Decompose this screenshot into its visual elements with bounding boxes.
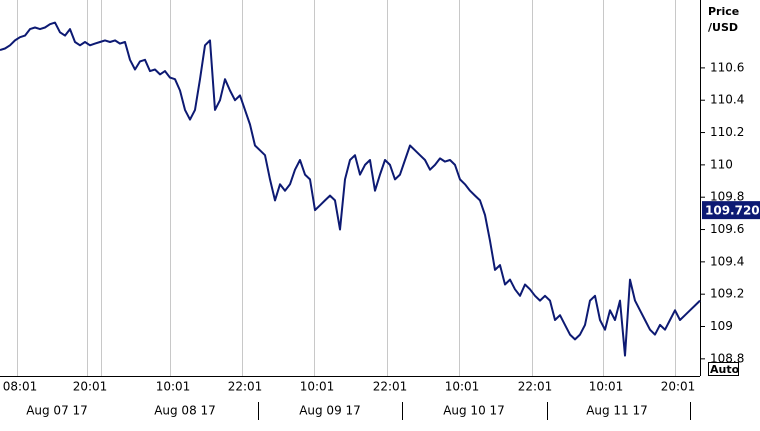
y-tick-label: 109.4: [710, 254, 744, 268]
date-label: Aug 11 17: [586, 404, 648, 418]
price-line: [0, 21, 701, 357]
time-label: 22:01: [228, 380, 263, 394]
date-label: Aug 09 17: [299, 404, 361, 418]
last-price-tag: [702, 201, 760, 220]
y-tick-label: 110: [710, 157, 733, 171]
y-tick-label: 109.8: [710, 190, 744, 204]
y-tick-label: 109.2: [710, 287, 744, 301]
last-price-label: 109.720: [705, 204, 760, 218]
date-label: Aug 07 17: [26, 404, 88, 418]
y-tick-label: 109: [710, 319, 733, 333]
time-label: 22:01: [518, 380, 553, 394]
date-label: Aug 08 17: [154, 404, 216, 418]
auto-button[interactable]: Auto: [710, 363, 740, 376]
time-label: 08:01: [3, 380, 38, 394]
time-label: 10:01: [156, 380, 191, 394]
time-label: 10:01: [589, 380, 624, 394]
y-tick-label: 110.2: [710, 125, 744, 139]
time-label: 10:01: [300, 380, 335, 394]
time-label: 20:01: [661, 380, 696, 394]
auto-button-box: [708, 362, 739, 376]
y-tick-label: 108.8: [710, 351, 744, 365]
y-tick-label: 110.4: [710, 93, 744, 107]
time-label: 22:01: [373, 380, 408, 394]
axis-title: /USD: [708, 21, 738, 34]
time-label: 10:01: [445, 380, 480, 394]
date-label: Aug 10 17: [443, 404, 505, 418]
y-tick-label: 110.6: [710, 60, 744, 74]
axis-title: Price: [708, 5, 739, 18]
time-label: 20:01: [73, 380, 108, 394]
y-tick-label: 109.6: [710, 222, 744, 236]
